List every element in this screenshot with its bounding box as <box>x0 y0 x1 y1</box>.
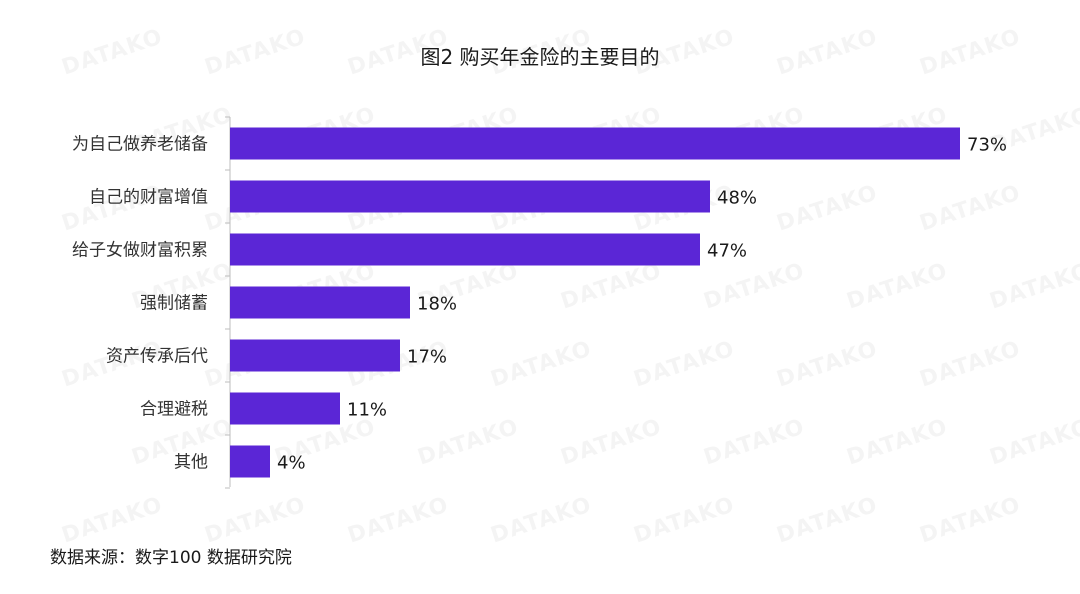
category-label: 强制储蓄 <box>140 294 208 314</box>
source-note: 数据来源：数字100 数据研究院 <box>50 548 292 568</box>
value-label: 73% <box>967 135 1007 156</box>
bars-group <box>230 127 960 478</box>
value-label: 17% <box>407 347 447 368</box>
value-label: 18% <box>417 294 457 315</box>
category-label: 合理避税 <box>140 400 208 420</box>
bar <box>230 339 400 372</box>
bar <box>230 392 340 425</box>
bar <box>230 233 700 266</box>
bar <box>230 127 960 160</box>
value-label: 47% <box>707 241 747 262</box>
bar <box>230 445 270 478</box>
bar <box>230 286 410 319</box>
value-labels: 73% 48% 47% 18% 17% 11% 4% <box>277 135 1007 474</box>
value-label: 48% <box>717 188 757 209</box>
category-label: 自己的财富增值 <box>89 188 208 208</box>
bar <box>230 180 710 213</box>
category-label: 其他 <box>174 453 208 473</box>
category-label: 资产传承后代 <box>106 347 208 367</box>
category-label: 为自己做养老储备 <box>72 135 208 155</box>
value-label: 4% <box>277 453 306 474</box>
value-label: 11% <box>347 400 387 421</box>
chart-title: 图2 购买年金险的主要目的 <box>420 45 659 69</box>
category-label: 给子女做财富积累 <box>72 241 208 261</box>
y-axis-ticks <box>225 116 230 489</box>
